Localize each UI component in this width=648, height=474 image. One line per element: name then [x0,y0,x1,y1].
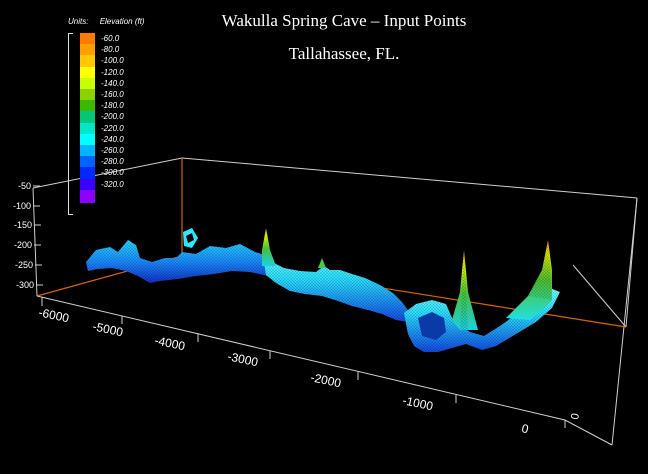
legend-label: -160.0 [101,90,124,99]
spike-4 [506,240,552,320]
z-tick-label: -200 [14,240,32,250]
spike-2 [318,258,326,268]
x-tick-label: -1000 [401,393,434,413]
y-tick-label: 0 [569,412,582,420]
legend-entry: -100.0 [80,55,160,69]
z-axis-labels: -50 -100 -150 -200 -250 -300 [13,181,34,290]
legend-swatch [80,133,95,147]
legend-units-label: Units: [68,17,89,26]
legend-swatch [80,145,95,158]
legend-label: -140.0 [101,78,124,88]
legend-entry: -180.0 [80,100,160,114]
legend-entry: -280.0 [80,156,160,170]
legend-swatch [80,55,95,69]
legend-entry: -80.0 [80,44,160,58]
cave-passage-surface [86,228,560,352]
legend-quantity-label: Elevation (ft) [99,17,145,26]
z-tick-label: -250 [15,260,33,270]
legend-swatch [80,77,95,91]
chart-title: Wakulla Spring Cave – Input Points [221,11,467,30]
front-box-edges [36,295,613,446]
legend-entry: -320.0 [80,178,160,192]
legend-label: -60.0 [101,34,120,43]
legend-swatch [80,178,95,192]
legend-swatch [80,189,95,203]
x-axis [41,297,566,428]
legend-swatch [80,89,95,102]
legend-entry: -140.0 [80,77,160,91]
legend-label: -220.0 [101,123,124,133]
legend-entry: -60.0 [80,33,160,46]
legend-label: -80.0 [101,45,120,55]
legend-label: -280.0 [101,157,124,167]
x-tick-label: 0 [520,421,530,436]
legend-header: Units: Elevation (ft) [68,17,154,26]
legend-swatch [80,33,95,46]
x-tick-label: -4000 [153,333,186,353]
legend-swatch [80,111,95,125]
legend-swatch [80,100,95,114]
legend-entry: -220.0 [80,122,160,136]
x-axis-labels: -6000 -5000 -4000 -3000 -2000 -1000 0 [37,305,530,436]
legend-entry: -300.0 [80,167,160,181]
z-tick-label: -50 [18,181,31,191]
x-tick-label: -2000 [309,370,342,390]
z-tick-label: -300 [16,280,34,290]
legend-label: -200.0 [101,112,124,122]
legend-entry: -260.0 [80,145,160,158]
legend-entry: -160.0 [80,89,160,102]
legend-label: -240.0 [101,134,124,144]
legend-swatch [80,167,95,181]
legend-label: -260.0 [101,146,124,155]
legend-label: -180.0 [101,101,124,111]
color-legend: -60.0 -80.0 -100.0 -120.0 -140.0 -160.0 -180.0… [68,33,148,215]
legend-entry: -120.0 [80,66,160,80]
legend-label: -300.0 [101,168,124,178]
spike-1 [262,228,276,266]
chart-subtitle: Tallahassee, FL. [288,44,400,63]
legend-entry: -240.0 [80,133,160,147]
x-tick-label: -5000 [91,319,124,339]
legend-label: -320.0 [101,179,124,189]
legend-label: -100.0 [101,56,124,66]
legend-swatch [80,44,95,58]
x-tick-label: -3000 [226,349,259,369]
z-axis [33,185,43,286]
legend-swatch [80,156,95,170]
legend-swatch [80,66,95,80]
legend-label: -120.0 [101,67,124,77]
z-tick-label: -100 [13,201,31,211]
legend-bracket [68,33,73,215]
legend-entry: -200.0 [80,111,160,125]
legend-swatch [80,122,95,136]
legend-entry [80,189,160,203]
z-tick-label: -150 [14,220,32,230]
x-tick-label: -6000 [37,305,70,325]
